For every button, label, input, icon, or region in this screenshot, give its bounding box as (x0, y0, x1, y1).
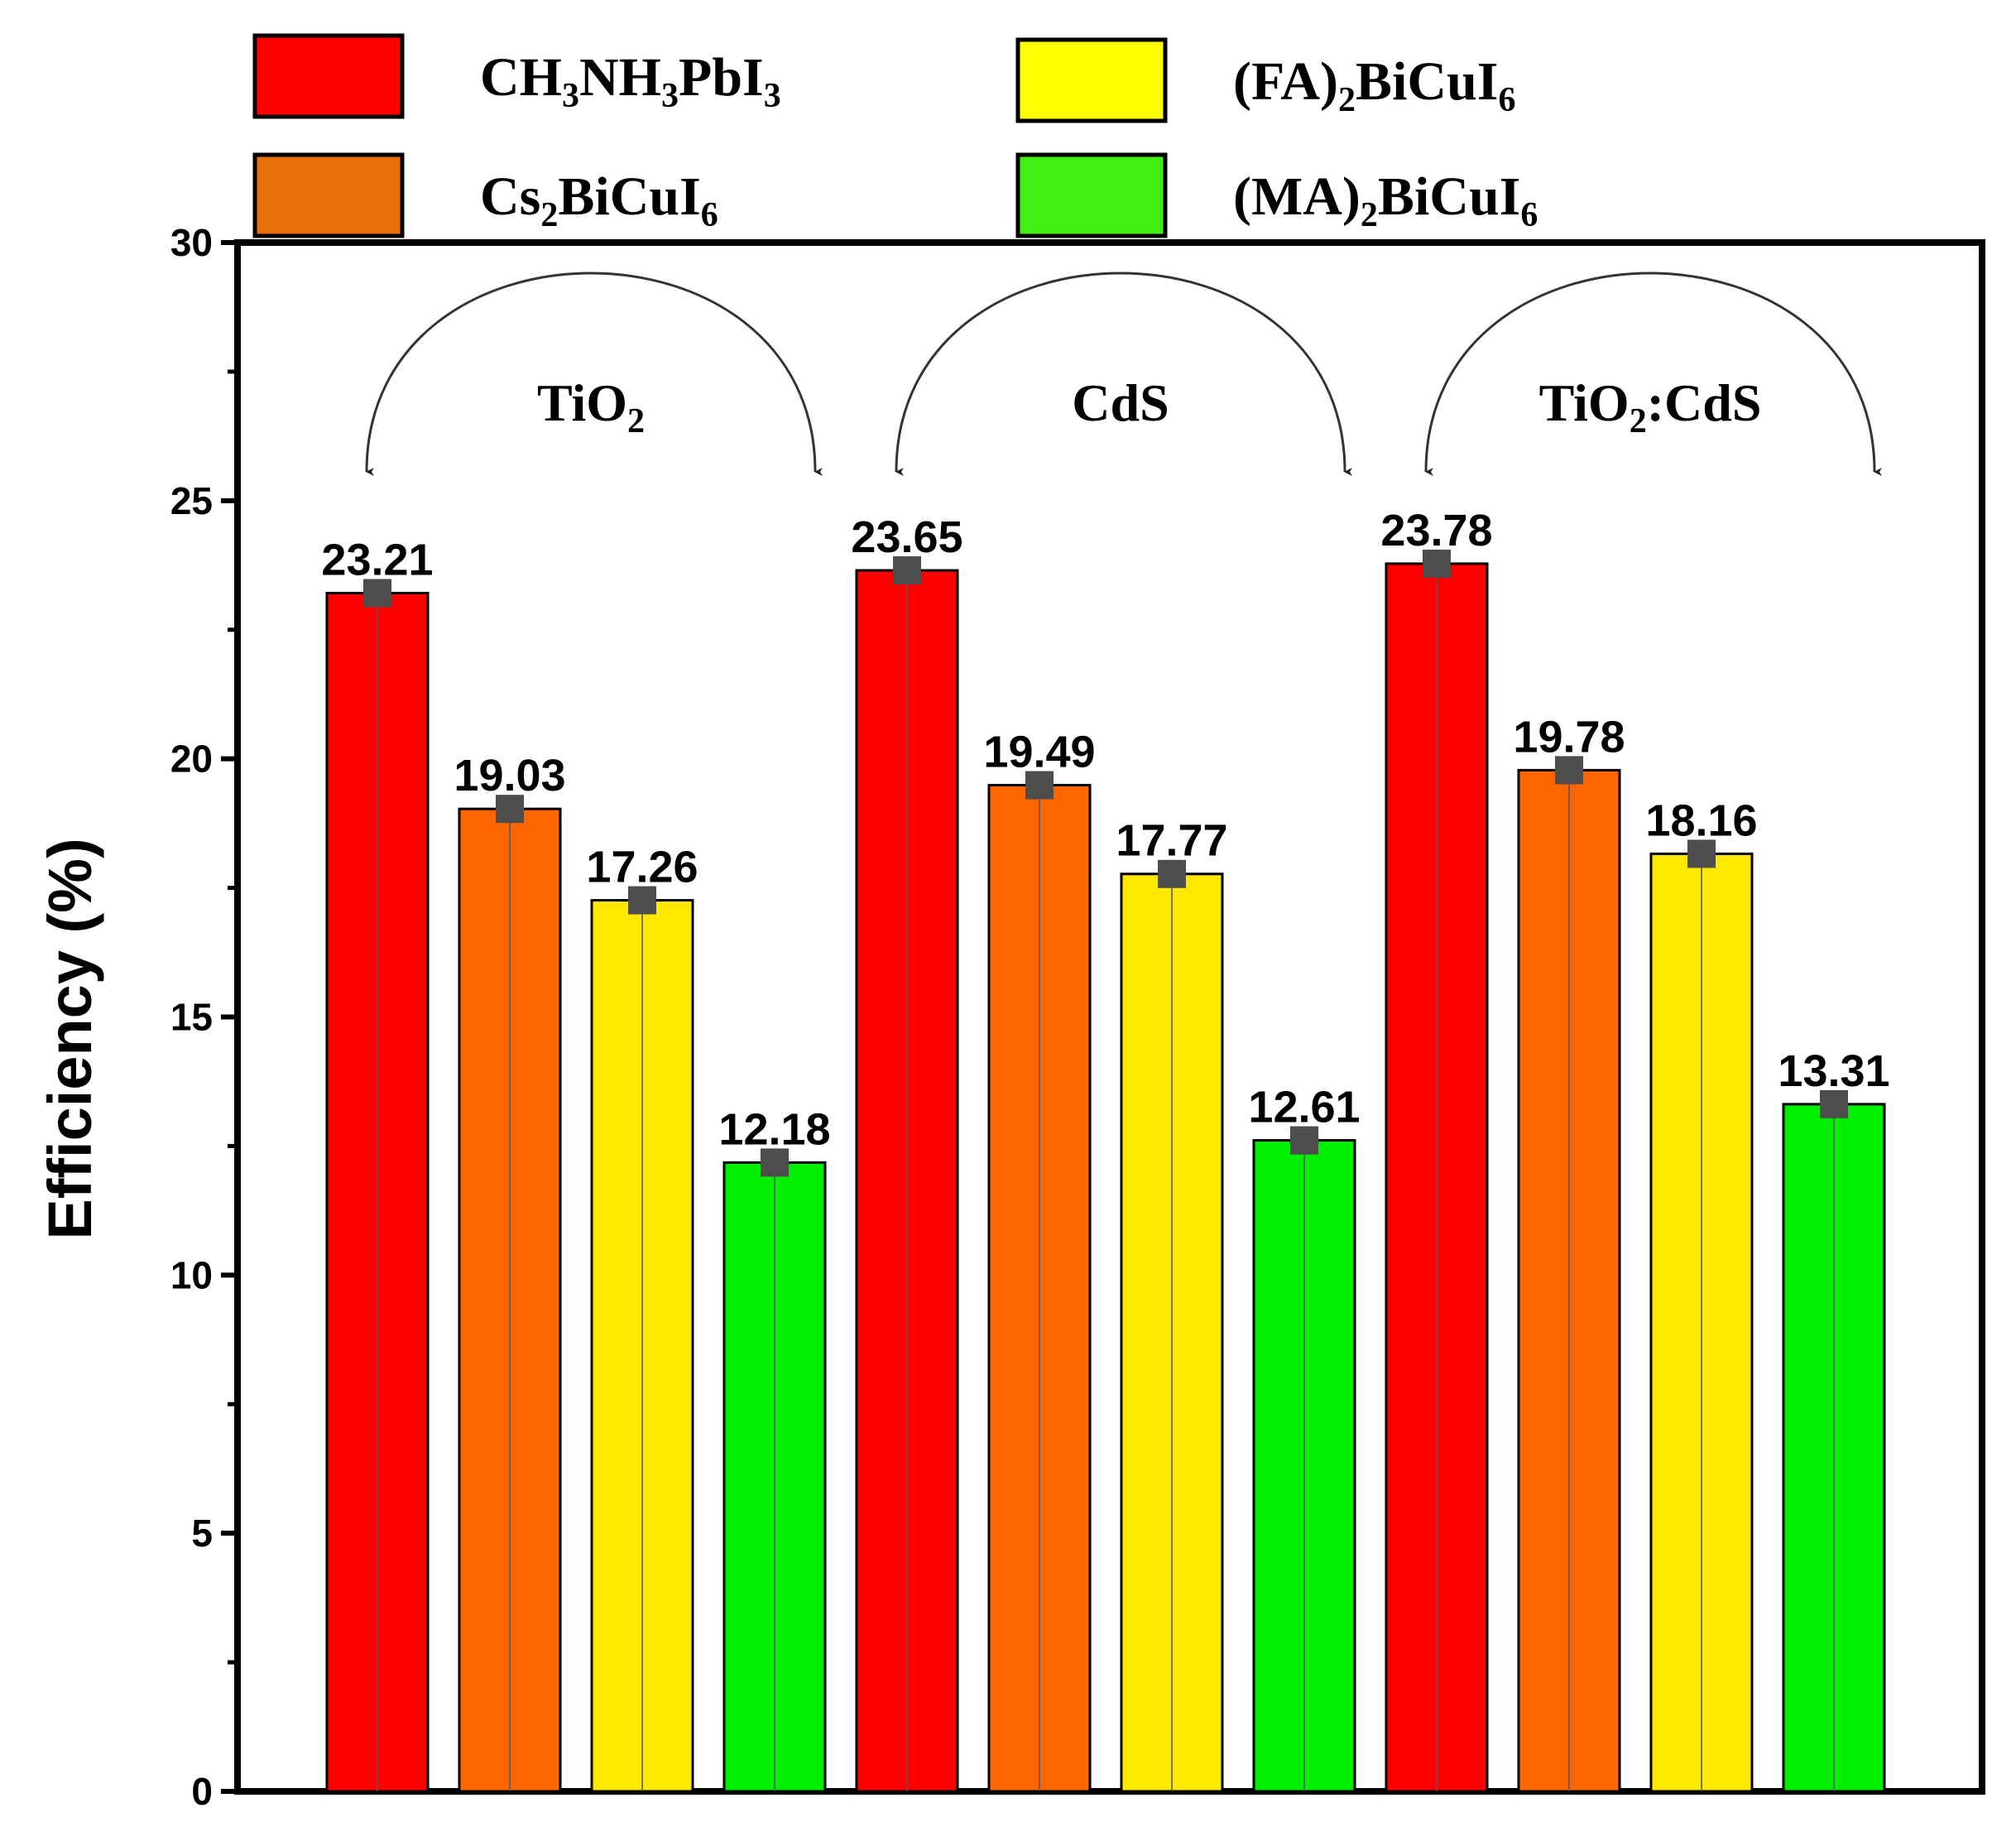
legend-label: (FA)2BiCuI6 (1233, 51, 1515, 119)
data-marker (761, 1148, 789, 1177)
group-arrow (1424, 272, 1883, 477)
legend-label-part: 6 (701, 196, 718, 234)
legend-label-part: BiCuI (558, 166, 700, 227)
legend-label: CH3NH3PbI3 (480, 47, 781, 115)
legend-swatch (252, 33, 405, 119)
data-label: 17.77 (1116, 816, 1227, 866)
data-label: 19.03 (454, 751, 565, 800)
data-label: 18.16 (1645, 796, 1757, 845)
legend-label-part: CH (480, 47, 562, 108)
legend-label-part: (MA) (1233, 166, 1361, 227)
data-label: 23.65 (851, 512, 962, 562)
legend-label-part: 2 (540, 196, 558, 234)
group-label-tail: :CdS (1647, 373, 1762, 432)
legend-swatch (1015, 152, 1168, 238)
data-marker (1025, 771, 1054, 800)
y-tick-label: 20 (170, 738, 213, 781)
legend-label-part: 3 (661, 77, 679, 115)
y-tick-label: 25 (170, 479, 213, 522)
legend-label-part: 6 (1498, 81, 1515, 119)
legend-label: (MA)2BiCuI6 (1233, 166, 1538, 234)
legend-label: Cs2BiCuI6 (480, 166, 718, 234)
y-tick-label: 0 (191, 1770, 213, 1813)
group-label-sub: 2 (627, 402, 645, 440)
group-arrow (365, 272, 823, 477)
data-label: 19.49 (983, 727, 1095, 776)
data-label: 23.21 (321, 535, 433, 584)
legend: CH3NH3PbI3Cs2BiCuI6(FA)2BiCuI6(MA)2BiCuI… (252, 33, 1538, 238)
legend-label-part: PbI (679, 47, 764, 108)
legend-label-part: Cs (480, 166, 540, 227)
data-label: 23.78 (1380, 506, 1492, 555)
group-label-main: TiO (537, 373, 627, 432)
data-label: 12.18 (718, 1104, 830, 1154)
data-marker (496, 795, 524, 824)
legend-label-part: BiCuI (1378, 166, 1520, 227)
plot-area: 0 5 10 15 20 25 30 23.21 19.03 17.26 12.18 23.65 19.… (170, 221, 1985, 1813)
group-label: CdS (1072, 373, 1169, 432)
legend-label-part: NH (579, 47, 661, 108)
y-axis-label: Efficiency (%) (36, 838, 104, 1239)
legend-label-part: 6 (1520, 196, 1538, 234)
data-label: 17.26 (586, 843, 698, 892)
y-tick-label: 10 (170, 1253, 213, 1296)
group-label-main: TiO (1539, 373, 1630, 432)
data-label: 12.61 (1248, 1083, 1360, 1132)
data-label: 13.31 (1778, 1046, 1889, 1096)
group-label-sub: 2 (1630, 402, 1647, 440)
group-label: TiO2:CdS (1539, 373, 1762, 440)
data-marker (1555, 756, 1583, 785)
data-marker (628, 886, 656, 915)
legend-label-part: 3 (562, 77, 579, 115)
data-marker (1423, 549, 1451, 578)
data-marker (363, 579, 391, 608)
group-label-main: CdS (1072, 373, 1169, 432)
data-marker (1290, 1126, 1318, 1155)
legend-swatch (252, 152, 405, 238)
y-tick-label: 5 (191, 1512, 213, 1555)
data-marker (1687, 839, 1716, 868)
legend-label-part: BiCuI (1356, 51, 1498, 112)
group-annotations: TiO2 CdS TiO2:CdS (365, 272, 1883, 477)
data-marker (893, 556, 921, 585)
data-marker (1158, 859, 1186, 888)
y-tick-label: 30 (170, 221, 213, 264)
legend-label-part: 2 (1361, 196, 1378, 234)
group-arrow (895, 272, 1353, 477)
data-marker (1820, 1089, 1848, 1118)
legend-label-part: 3 (764, 77, 781, 115)
group-label: TiO2 (537, 373, 645, 440)
legend-swatch (1015, 37, 1168, 123)
data-label: 19.78 (1513, 712, 1625, 762)
y-tick-label: 15 (170, 996, 213, 1039)
legend-label-part: 2 (1338, 81, 1356, 119)
legend-label-part: (FA) (1233, 51, 1338, 112)
